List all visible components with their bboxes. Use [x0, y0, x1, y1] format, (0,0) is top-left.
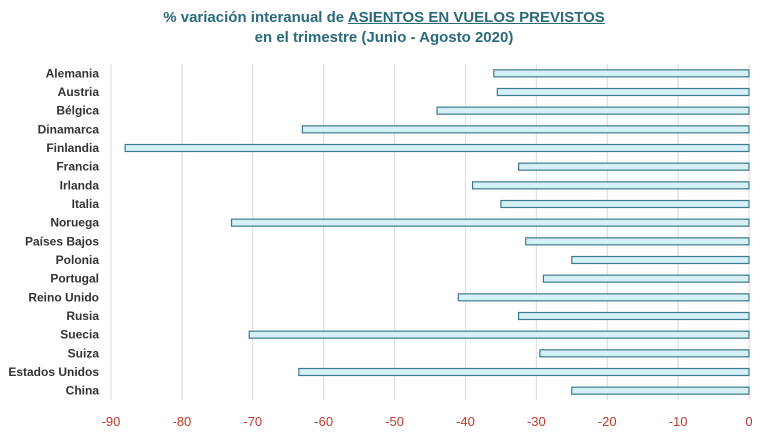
- category-label: Francia: [56, 160, 99, 174]
- bar: [542, 274, 750, 283]
- chart-title: % variación interanual de ASIENTOS EN VU…: [0, 8, 768, 48]
- bar: [124, 143, 750, 153]
- category-label: Dinamarca: [38, 122, 100, 136]
- bar: [471, 181, 750, 190]
- category-label: Países Bajos: [25, 234, 99, 248]
- category-label: Alemania: [46, 66, 100, 80]
- category-label: Suecia: [60, 328, 99, 342]
- category-label: Irlanda: [60, 178, 100, 192]
- x-tick-label: -70: [243, 414, 262, 429]
- bar: [301, 125, 750, 134]
- category-label: Suiza: [68, 346, 100, 360]
- category-label: Polonia: [56, 253, 100, 267]
- category-label: China: [66, 384, 100, 398]
- category-label: Finlandia: [46, 141, 99, 155]
- x-tick-label: -50: [385, 414, 404, 429]
- bar: [493, 69, 750, 78]
- category-label: Bélgica: [56, 104, 99, 118]
- bar: [248, 330, 750, 339]
- bar: [500, 199, 750, 209]
- category-label: Austria: [58, 85, 100, 99]
- category-label: Italia: [72, 197, 100, 211]
- bar: [525, 237, 750, 246]
- bar: [518, 162, 750, 171]
- title-emphasis: ASIENTOS EN VUELOS PREVISTOS: [347, 9, 605, 26]
- x-tick-label: -10: [669, 414, 688, 429]
- x-tick-label: -60: [314, 414, 333, 429]
- x-tick-label: -80: [172, 414, 191, 429]
- bar: [571, 255, 750, 265]
- category-label: Estados Unidos: [8, 365, 99, 379]
- title-line-1: % variación interanual de ASIENTOS EN VU…: [0, 8, 768, 28]
- x-tick-label: -20: [598, 414, 617, 429]
- x-tick-label: -40: [456, 414, 475, 429]
- category-label: Reino Unido: [28, 290, 99, 304]
- category-label: Rusia: [66, 309, 99, 323]
- bar: [571, 386, 750, 395]
- bar: [230, 218, 750, 227]
- title-prefix: % variación interanual de: [163, 9, 348, 26]
- x-tick-label: 0: [745, 414, 752, 429]
- bar: [298, 367, 750, 377]
- bar: [518, 311, 750, 321]
- bar: [436, 106, 750, 115]
- bar: [457, 293, 750, 302]
- bar: [539, 349, 750, 358]
- category-label: Noruega: [50, 216, 99, 230]
- category-label: Portugal: [50, 272, 99, 286]
- x-tick-label: -30: [527, 414, 546, 429]
- bar: [496, 87, 750, 97]
- x-tick-label: -90: [102, 414, 121, 429]
- title-line-2: en el trimestre (Junio - Agosto 2020): [254, 29, 514, 46]
